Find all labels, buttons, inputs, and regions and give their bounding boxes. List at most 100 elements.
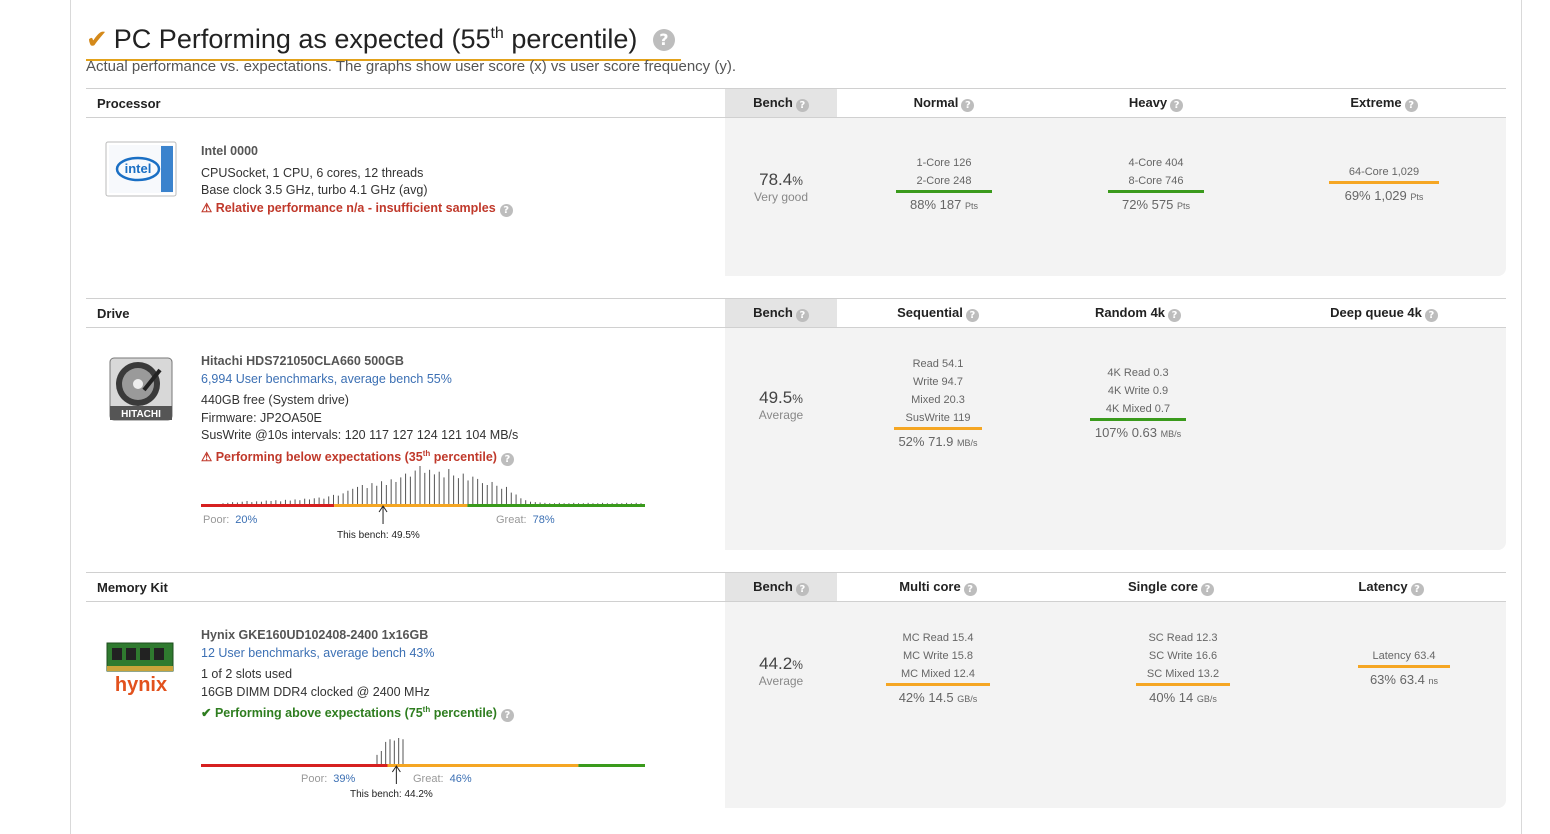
warning-icon: ⚠ <box>201 200 213 215</box>
metric-normal: 1-Core 126 2-Core 248 88% 187 Pts <box>838 154 1050 215</box>
help-icon[interactable]: ? <box>499 203 513 217</box>
page-subtitle: Actual performance vs. expectations. The… <box>86 58 736 75</box>
memory-bench: 44.2% Average <box>725 654 837 688</box>
column-header-deep-queue: Deep queue 4k? <box>1262 299 1506 327</box>
this-bench-label: This bench: 44.2% <box>350 789 433 800</box>
metric-sequential: Read 54.1 Write 94.7 Mixed 20.3 SusWrite… <box>838 355 1038 452</box>
memory-section: Memory Kit Bench? Multi core? Single cor… <box>86 572 1506 808</box>
this-bench-arrow-icon <box>378 505 388 524</box>
histogram-zone <box>578 764 645 767</box>
drive-name[interactable]: Hitachi HDS721050CLA660 500GB <box>201 354 404 368</box>
memory-title: Memory Kit <box>97 580 168 595</box>
drive-bench-desc: Average <box>758 408 804 422</box>
metric-bar <box>896 190 992 193</box>
great-label: Great: 78% <box>496 514 555 526</box>
help-icon[interactable]: ? <box>963 583 977 596</box>
metric-multi-core: MC Read 15.4 MC Write 15.8 MC Mixed 12.4… <box>838 629 1038 708</box>
processor-name[interactable]: Intel 0000 <box>201 144 258 158</box>
help-icon[interactable]: ? <box>1168 309 1182 322</box>
drive-bench-value: 49.5% <box>759 388 803 407</box>
memory-spec: 16GB DIMM DDR4 clocked @ 2400 MHz <box>201 684 430 699</box>
metric-bar <box>1329 181 1439 184</box>
drive-header: Drive Bench? Sequential? Random 4k? Deep… <box>86 298 1506 328</box>
drive-info: Hitachi HDS721050CLA660 500GB 6,994 User… <box>201 353 518 466</box>
poor-label: Poor: 39% <box>301 773 356 785</box>
help-icon[interactable]: ? <box>961 99 975 112</box>
metric-bar <box>1090 418 1186 421</box>
processor-title: Processor <box>97 96 161 111</box>
drive-suswrite: SusWrite @10s intervals: 120 117 127 124… <box>201 428 519 442</box>
memory-status: ✔ Performing above expectations (75th pe… <box>201 701 514 723</box>
help-icon[interactable]: ? <box>795 583 809 596</box>
memory-bench-desc: Average <box>758 674 804 688</box>
metrics-background <box>725 602 1506 808</box>
help-icon[interactable]: ? <box>500 709 514 723</box>
help-icon[interactable]: ? <box>965 309 979 322</box>
metrics-background <box>725 328 1506 550</box>
metric-score: 107% 0.63 MB/s <box>1094 425 1182 440</box>
help-icon[interactable]: ? <box>795 99 809 112</box>
left-page-border <box>70 0 71 834</box>
help-icon[interactable]: ? <box>500 452 514 466</box>
checkmark-icon: ✔ <box>86 24 108 54</box>
memory-module-icon[interactable]: hynix <box>104 642 178 696</box>
memory-slots: 1 of 2 slots used <box>201 667 293 681</box>
bench-column-header: Bench? <box>725 299 837 327</box>
metric-latency: Latency 63.4 63% 63.4 ns <box>1304 647 1504 690</box>
metric-score: 52% 71.9 MB/s <box>898 434 978 449</box>
metric-bar <box>894 427 982 430</box>
processor-section: Processor Bench? Normal? Heavy? Extreme?… <box>86 88 1506 276</box>
column-header-latency: Latency? <box>1286 573 1496 601</box>
help-icon[interactable]: ? <box>652 29 675 51</box>
processor-info: Intel 0000 CPUSocket, 1 CPU, 6 cores, 12… <box>201 143 513 217</box>
drive-warning: ⚠ Performing below expectations (35th pe… <box>201 445 518 467</box>
drive-benchmarks-link[interactable]: 6,994 User benchmarks, average bench 55% <box>201 371 452 386</box>
help-icon[interactable]: ? <box>1424 309 1438 322</box>
histogram-zone <box>201 764 388 767</box>
histogram-zone <box>467 504 645 507</box>
this-bench-arrow-icon <box>391 765 401 784</box>
bench-column-header: Bench? <box>725 573 837 601</box>
column-header-normal: Normal? <box>838 89 1050 117</box>
bench-column-header: Bench? <box>725 89 837 117</box>
intel-logo-icon[interactable]: intel <box>105 141 177 197</box>
hard-drive-icon[interactable]: HITACHI <box>108 356 174 422</box>
drive-section: Drive Bench? Sequential? Random 4k? Deep… <box>86 298 1506 550</box>
warning-icon: ⚠ <box>201 449 213 464</box>
metric-bar <box>886 683 990 686</box>
page-title-sup: th <box>490 25 504 42</box>
great-label: Great: 46% <box>413 773 472 785</box>
help-icon[interactable]: ? <box>1404 99 1418 112</box>
histogram-zone <box>334 504 468 507</box>
checkmark-icon: ✔ <box>201 706 212 721</box>
column-header-random-4k: Random 4k? <box>1038 299 1238 327</box>
memory-header: Memory Kit Bench? Multi core? Single cor… <box>86 572 1506 602</box>
memory-histogram[interactable]: Poor: 39% Great: 46% This bench: 44.2% <box>201 734 645 804</box>
drive-title: Drive <box>97 306 130 321</box>
histogram-zone <box>201 504 335 507</box>
metric-bar <box>1108 190 1204 193</box>
this-bench-label: This bench: 49.5% <box>337 530 420 541</box>
drive-firmware: Firmware: JP2OA50E <box>201 410 322 425</box>
column-header-heavy: Heavy? <box>1050 89 1262 117</box>
help-icon[interactable]: ? <box>795 309 809 322</box>
metric-score: 42% 14.5 GB/s <box>898 690 978 705</box>
memory-benchmarks-link[interactable]: 12 User benchmarks, average bench 43% <box>201 645 435 660</box>
processor-bench: 78.4% Very good <box>725 170 837 204</box>
column-header-extreme: Extreme? <box>1262 89 1506 117</box>
processor-warning: ⚠ Relative performance n/a - insufficien… <box>201 200 513 218</box>
processor-bench-value: 78.4% <box>759 170 803 189</box>
poor-label: Poor: 20% <box>203 514 258 526</box>
metric-single-core: SC Read 12.3 SC Write 16.6 SC Mixed 13.2… <box>1083 629 1283 708</box>
memory-name[interactable]: Hynix GKE160UD102408-2400 1x16GB <box>201 628 429 642</box>
help-icon[interactable]: ? <box>1170 99 1184 112</box>
hynix-logo-text: hynix <box>115 674 167 696</box>
processor-spec-cores: CPUSocket, 1 CPU, 6 cores, 12 threads <box>201 165 424 180</box>
drive-histogram[interactable]: Poor: 20% Great: 78% This bench: 49.5% <box>201 460 645 541</box>
help-icon[interactable]: ? <box>1201 583 1215 596</box>
right-page-border <box>1521 0 1522 834</box>
intel-logo-text: intel <box>125 161 152 176</box>
help-icon[interactable]: ? <box>1410 583 1424 596</box>
metric-bar <box>1136 683 1230 686</box>
metric-bar <box>1358 665 1450 668</box>
